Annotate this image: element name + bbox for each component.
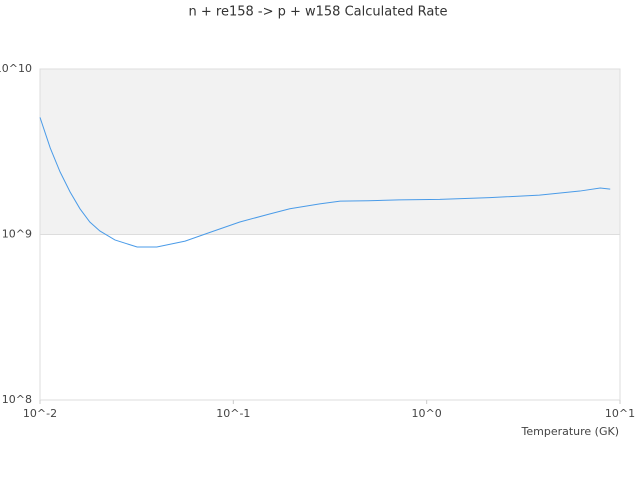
y-tick-label: 10^10 <box>0 62 32 75</box>
x-tick-label: 10^-2 <box>23 407 57 420</box>
x-tick-label: 10^-1 <box>216 407 250 420</box>
x-axis-label: Temperature (GK) <box>521 425 620 438</box>
x-tick-label: 10^0 <box>412 407 442 420</box>
plot-band <box>40 69 620 235</box>
chart-title: n + re158 -> p + w158 Calculated Rate <box>188 5 447 20</box>
line <box>39 117 611 248</box>
y-tick-label: 10^8 <box>2 393 32 406</box>
y-tick-label: 10^9 <box>2 228 32 241</box>
x-tick-label: 10^1 <box>605 407 635 420</box>
